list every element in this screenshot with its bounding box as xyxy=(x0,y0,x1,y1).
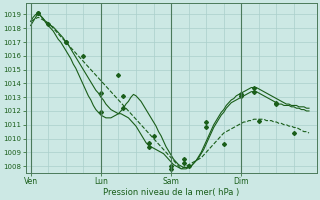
X-axis label: Pression niveau de la mer( hPa ): Pression niveau de la mer( hPa ) xyxy=(103,188,239,197)
